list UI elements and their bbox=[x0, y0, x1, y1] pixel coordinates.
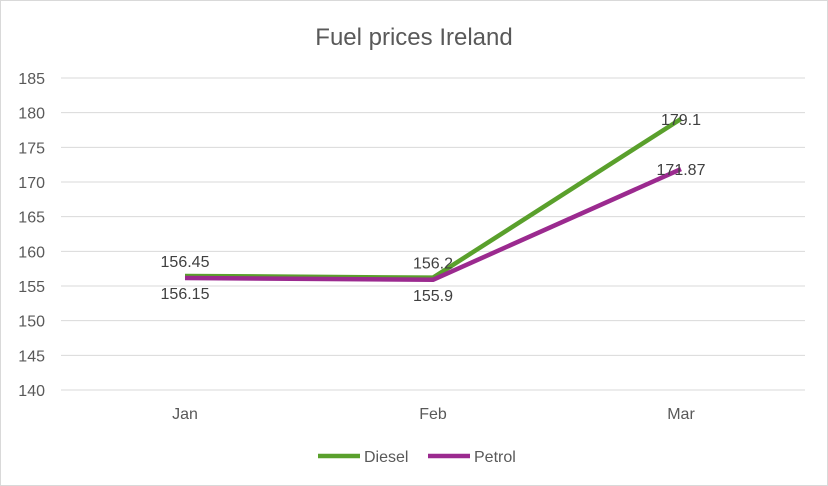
x-tick-label: Mar bbox=[667, 406, 695, 423]
series-line-diesel bbox=[184, 117, 683, 280]
data-label: 155.9 bbox=[413, 288, 453, 305]
data-label: 179.1 bbox=[661, 112, 701, 129]
x-tick-label: Feb bbox=[419, 406, 447, 423]
y-tick-label: 170 bbox=[18, 175, 45, 192]
x-tick-label: Jan bbox=[172, 406, 198, 423]
y-tick-label: 160 bbox=[18, 244, 45, 261]
data-label: 156.45 bbox=[161, 254, 210, 271]
legend-label-petrol: Petrol bbox=[474, 449, 516, 466]
data-label: 171.87 bbox=[657, 162, 706, 179]
y-tick-label: 175 bbox=[18, 140, 45, 157]
data-label: 156.2 bbox=[413, 256, 453, 273]
y-tick-label: 155 bbox=[18, 279, 45, 296]
data-label: 156.15 bbox=[161, 286, 210, 303]
y-tick-label: 185 bbox=[18, 71, 45, 88]
y-tick-label: 180 bbox=[18, 106, 45, 123]
legend-label-diesel: Diesel bbox=[364, 449, 408, 466]
y-tick-label: 150 bbox=[18, 314, 45, 331]
y-tick-label: 165 bbox=[18, 210, 45, 227]
chart-title: Fuel prices Ireland bbox=[315, 24, 512, 51]
y-tick-label: 140 bbox=[18, 383, 45, 400]
series-line-petrol bbox=[184, 166, 682, 283]
y-tick-label: 145 bbox=[18, 348, 45, 365]
